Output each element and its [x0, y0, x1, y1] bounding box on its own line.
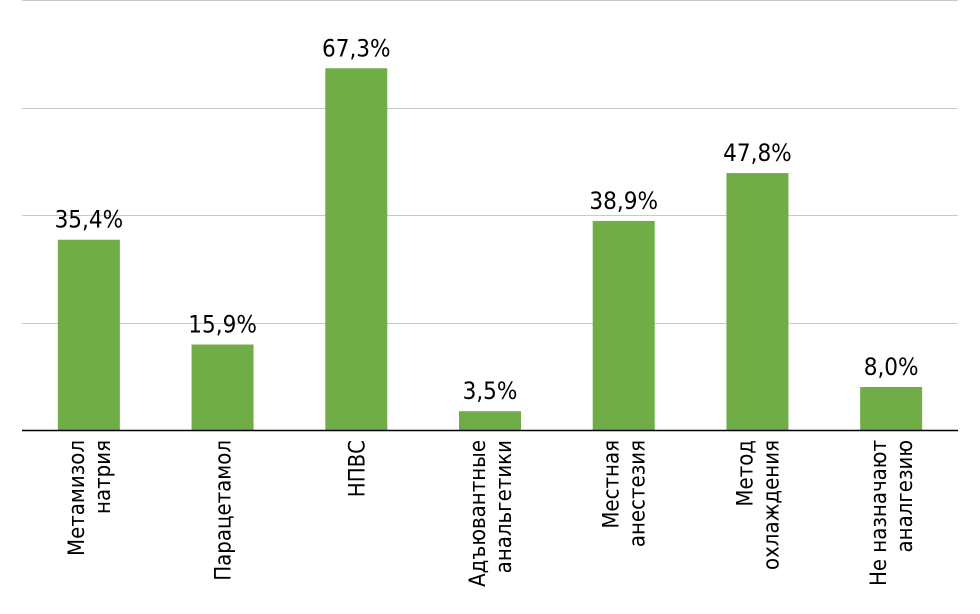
value-label: 35,4% — [55, 206, 124, 234]
bar — [325, 68, 388, 430]
value-label: 15,9% — [188, 311, 257, 339]
bar — [592, 220, 655, 430]
bars — [57, 68, 923, 430]
category-label: натрия — [91, 440, 116, 514]
category-label: Местная — [600, 440, 625, 529]
value-label: 8,0% — [864, 353, 919, 381]
value-labels: 35,4% 15,9% 67,3% 3,5% 38,9% 47,8% 8,0% — [55, 34, 919, 405]
value-label: 67,3% — [322, 34, 391, 62]
category-label: Парацетамол — [212, 440, 237, 581]
category-label: охлаждения — [759, 440, 784, 570]
bar — [191, 344, 254, 430]
bar — [459, 411, 521, 430]
category-label: анальгетики — [492, 440, 517, 573]
category-label: Не назначают — [867, 440, 892, 586]
category-label: анестезия — [626, 440, 651, 547]
category-label: Метамизол — [65, 440, 90, 556]
bar — [860, 387, 923, 430]
bar — [726, 173, 789, 430]
category-label: аналгезию — [893, 440, 918, 552]
value-label: 38,9% — [589, 187, 658, 215]
value-label: 3,5% — [463, 377, 518, 405]
category-label: Метод — [733, 440, 758, 507]
category-labels: Метамизол натрия Парацетамол НПВС Адъювантны… — [65, 440, 918, 587]
category-label: Адъювантные — [466, 440, 491, 587]
category-label: НПВС — [345, 440, 370, 497]
value-label: 47,8% — [723, 139, 792, 167]
bar — [57, 239, 120, 430]
gridlines — [22, 0, 958, 324]
